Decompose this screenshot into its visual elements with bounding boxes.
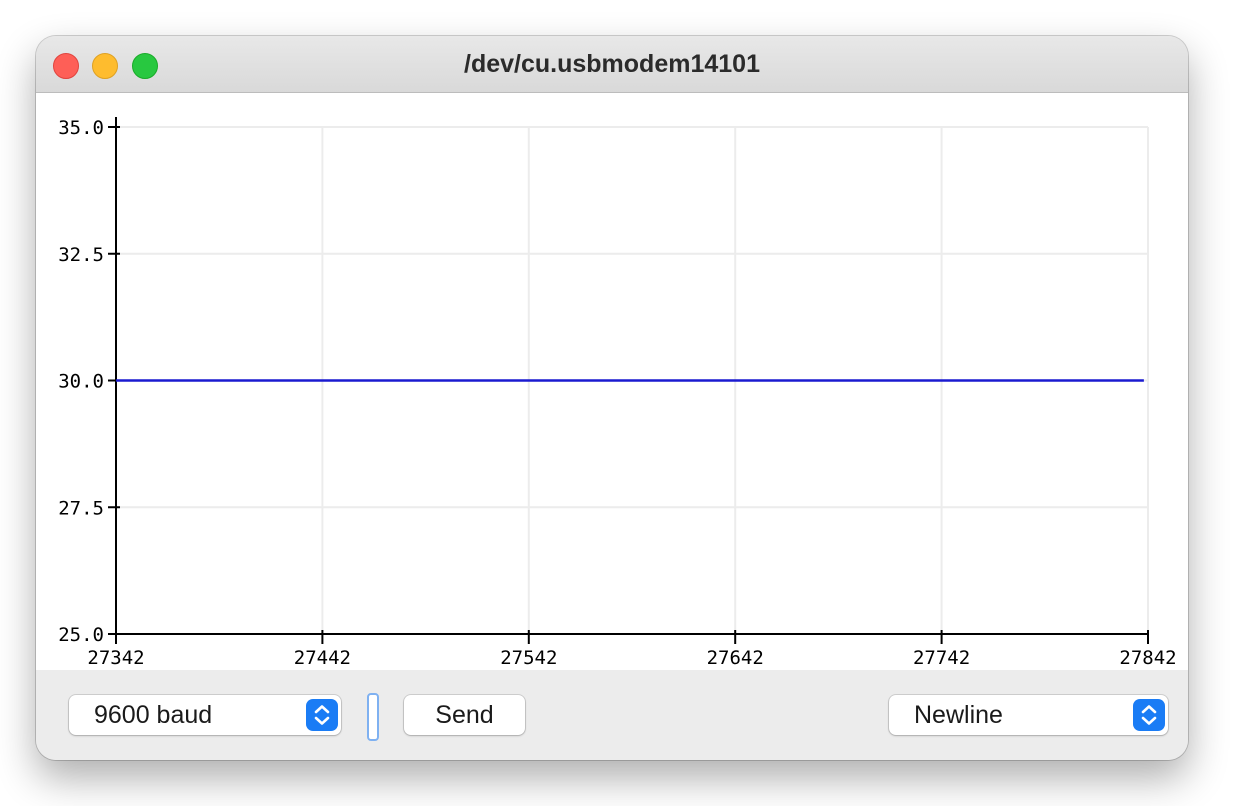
send-button[interactable]: Send: [404, 695, 525, 735]
plot-chart: 25.0 27.5 30.0 32.5 35.0 27342 27442 27542 27642…: [58, 117, 1177, 669]
x-tick-label-5: 27842: [1119, 647, 1176, 669]
x-tick-label-3: 27642: [707, 647, 764, 669]
line-ending-value: Newline: [914, 701, 1003, 729]
title-bar[interactable]: /dev/cu.usbmodem14101: [36, 36, 1188, 93]
zoom-window-button[interactable]: [132, 53, 158, 79]
window-title: /dev/cu.usbmodem14101: [464, 50, 760, 78]
up-down-chevron-icon[interactable]: [1133, 699, 1165, 731]
send-message-input[interactable]: [367, 693, 379, 741]
minimize-window-button[interactable]: [92, 53, 118, 79]
y-tick-label-4: 35.0: [58, 117, 104, 139]
x-tick-label-4: 27742: [913, 647, 970, 669]
baud-rate-value: 9600 baud: [94, 701, 213, 729]
close-window-button[interactable]: [53, 53, 79, 79]
y-tick-label-1: 27.5: [58, 497, 104, 519]
line-ending-select[interactable]: Newline: [889, 695, 1168, 735]
bottom-toolbar: 9600 baud Send Newline: [36, 670, 1188, 760]
y-tick-label-0: 25.0: [58, 624, 104, 646]
y-tick-label-3: 32.5: [58, 244, 104, 266]
x-tick-label-0: 27342: [87, 647, 144, 669]
x-tick-label-2: 27542: [500, 647, 557, 669]
serial-plotter-window: /dev/cu.usbmodem14101 25.0 27.5 30.0 32.5 35…: [36, 36, 1188, 760]
baud-rate-select[interactable]: 9600 baud: [69, 695, 341, 735]
plot-area: 25.0 27.5 30.0 32.5 35.0 27342 27442 27542 27642…: [36, 93, 1188, 670]
x-tick-label-1: 27442: [294, 647, 351, 669]
up-down-chevron-icon[interactable]: [306, 699, 338, 731]
y-tick-label-2: 30.0: [58, 371, 104, 393]
